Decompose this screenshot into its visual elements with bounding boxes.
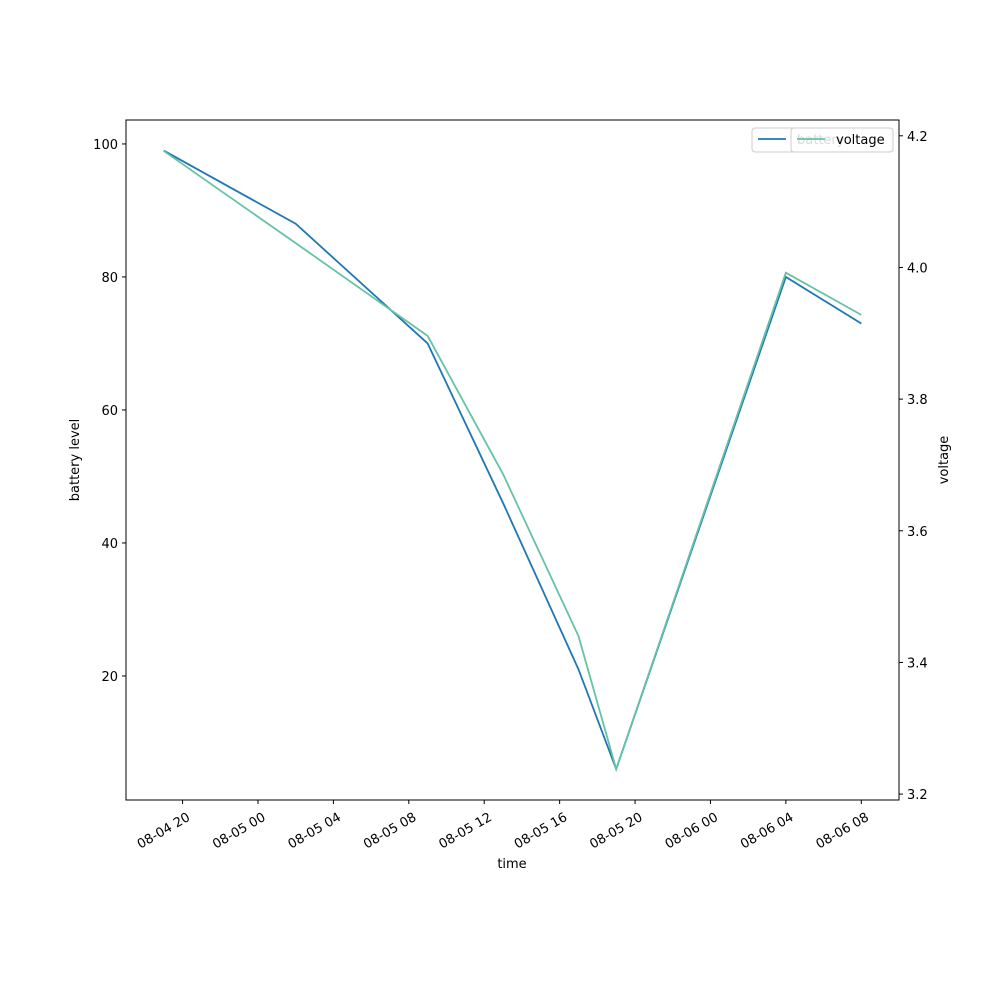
legend-box <box>790 127 894 153</box>
legend-label: voltage <box>836 133 885 148</box>
y2-tick-label: 3.6 <box>907 525 928 540</box>
y2-tick-label: 3.8 <box>907 393 928 408</box>
y-axis-label: battery level <box>68 419 83 502</box>
x-tick-label: 08-05 12 <box>436 810 494 852</box>
y2-tick-label: 3.4 <box>907 656 928 671</box>
x-tick-label: 08-05 00 <box>210 810 268 852</box>
x-tick-label: 08-05 04 <box>286 810 344 852</box>
x-tick-label: 08-05 08 <box>361 810 419 852</box>
y2-tick-label: 4.0 <box>907 261 928 276</box>
x-axis-label: time <box>497 857 526 872</box>
x-tick-label: 08-05 16 <box>512 810 570 852</box>
x-tick-label: 08-06 00 <box>663 810 721 852</box>
y2-tick-label: 4.2 <box>907 130 928 145</box>
x-tick-label: 08-04 20 <box>135 810 193 852</box>
y-tick-label: 60 <box>101 404 118 419</box>
y2-tick-label: 3.2 <box>907 788 928 803</box>
x-tick-label: 08-05 20 <box>587 810 645 852</box>
x-tick-label: 08-06 04 <box>738 810 796 852</box>
plot-frame <box>125 119 900 801</box>
y-tick-label: 20 <box>101 670 118 685</box>
y-tick-label: 40 <box>101 537 118 552</box>
y-tick-label: 80 <box>101 271 118 286</box>
y2-axis-label: voltage <box>937 436 952 485</box>
series-line <box>163 149 862 772</box>
y-tick-label: 100 <box>93 138 118 153</box>
series-line <box>163 150 862 773</box>
x-tick-label: 08-06 08 <box>814 810 872 852</box>
